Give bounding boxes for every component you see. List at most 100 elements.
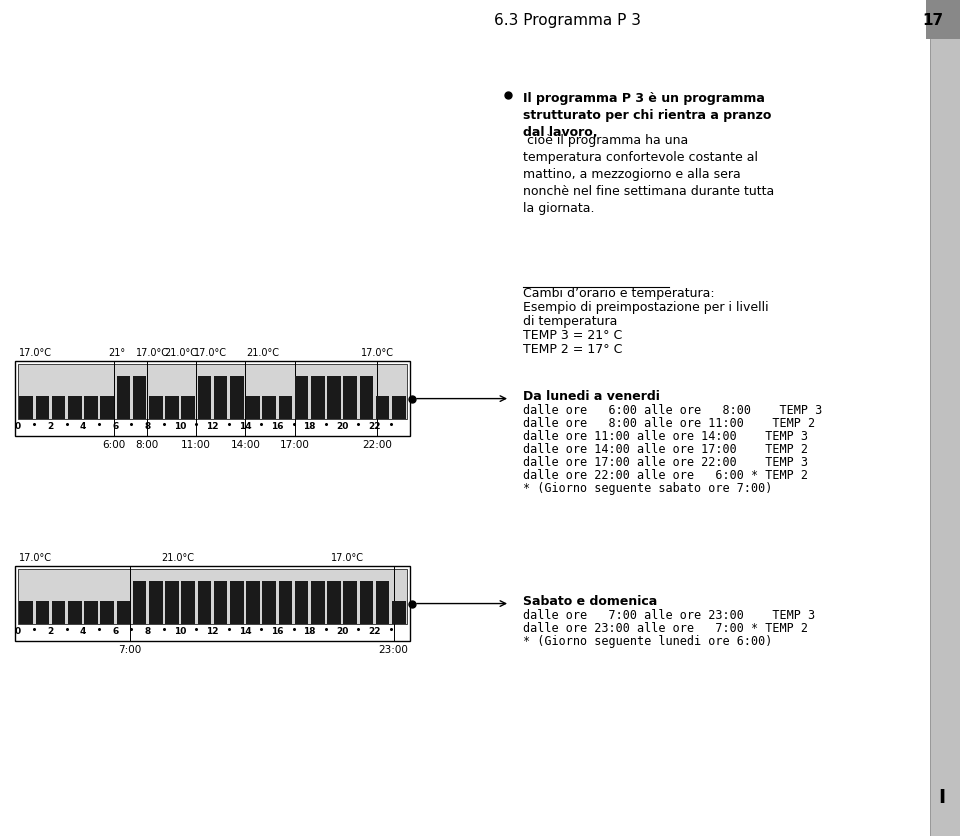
Text: * (Giorno seguente sabato ore 7:00): * (Giorno seguente sabato ore 7:00) xyxy=(523,481,773,494)
Text: dalle ore   6:00 alle ore   8:00    TEMP 3: dalle ore 6:00 alle ore 8:00 TEMP 3 xyxy=(523,403,823,416)
Bar xyxy=(376,582,390,624)
Bar xyxy=(214,582,228,624)
Text: 4: 4 xyxy=(80,626,86,635)
Text: 6: 6 xyxy=(112,421,118,431)
Bar xyxy=(360,582,373,624)
Bar xyxy=(149,396,162,420)
Bar xyxy=(262,396,276,420)
Bar xyxy=(52,396,65,420)
Bar xyxy=(36,396,49,420)
Text: 18: 18 xyxy=(303,626,316,635)
Bar xyxy=(262,582,276,624)
Text: Esempio di preimpostazione per i livelli: Esempio di preimpostazione per i livelli xyxy=(523,301,769,314)
Bar xyxy=(165,582,179,624)
Text: 22:00: 22:00 xyxy=(362,440,392,450)
Text: 21.0°C: 21.0°C xyxy=(161,553,194,563)
Text: 10: 10 xyxy=(174,626,186,635)
Text: 14: 14 xyxy=(239,626,252,635)
Bar xyxy=(392,396,406,420)
Bar xyxy=(101,601,114,624)
Bar xyxy=(19,396,33,420)
Text: 8:00: 8:00 xyxy=(135,440,158,450)
Bar xyxy=(68,396,82,420)
Bar xyxy=(132,377,146,420)
Text: TEMP 2 = 17° C: TEMP 2 = 17° C xyxy=(523,343,622,355)
Text: 17.0°C: 17.0°C xyxy=(19,348,52,358)
Bar xyxy=(327,377,341,420)
Text: cioè il programma ha una
temperatura confortevole costante al
mattino, a mezzogi: cioè il programma ha una temperatura con… xyxy=(523,134,775,215)
Bar xyxy=(198,377,211,420)
Text: 12: 12 xyxy=(206,421,219,431)
Text: 16: 16 xyxy=(271,626,283,635)
Text: 17.0°C: 17.0°C xyxy=(194,348,227,358)
Bar xyxy=(18,364,407,420)
Text: dalle ore 23:00 alle ore   7:00 * TEMP 2: dalle ore 23:00 alle ore 7:00 * TEMP 2 xyxy=(523,621,808,634)
Text: 12: 12 xyxy=(206,626,219,635)
Bar xyxy=(230,377,244,420)
Text: 17.0°C: 17.0°C xyxy=(331,553,364,563)
Bar xyxy=(246,396,260,420)
Text: 8: 8 xyxy=(145,421,151,431)
Text: 2: 2 xyxy=(47,421,54,431)
Text: 8: 8 xyxy=(145,626,151,635)
Text: 17.0°C: 17.0°C xyxy=(361,348,394,358)
Bar xyxy=(101,396,114,420)
Bar xyxy=(930,40,960,836)
Text: dalle ore 14:00 alle ore 17:00    TEMP 2: dalle ore 14:00 alle ore 17:00 TEMP 2 xyxy=(523,442,808,455)
Bar xyxy=(214,377,228,420)
Bar xyxy=(360,377,373,420)
Text: 11:00: 11:00 xyxy=(181,440,211,450)
Text: * (Giorno seguente lunedi ore 6:00): * (Giorno seguente lunedi ore 6:00) xyxy=(523,634,773,647)
Bar xyxy=(295,582,308,624)
Text: TEMP 3 = 21° C: TEMP 3 = 21° C xyxy=(523,329,622,342)
Bar xyxy=(84,601,98,624)
Bar xyxy=(68,601,82,624)
Bar xyxy=(19,601,33,624)
Bar xyxy=(149,582,162,624)
Text: Sabato e domenica: Sabato e domenica xyxy=(523,594,658,607)
Text: 7:00: 7:00 xyxy=(119,645,142,655)
Text: 21.0°C: 21.0°C xyxy=(246,348,279,358)
Text: dalle ore   8:00 alle ore 11:00    TEMP 2: dalle ore 8:00 alle ore 11:00 TEMP 2 xyxy=(523,416,815,429)
Text: dalle ore   7:00 alle ore 23:00    TEMP 3: dalle ore 7:00 alle ore 23:00 TEMP 3 xyxy=(523,608,815,621)
Bar xyxy=(18,569,407,624)
Bar xyxy=(327,582,341,624)
Bar xyxy=(15,362,410,436)
Text: 21°: 21° xyxy=(108,348,125,358)
Bar xyxy=(165,396,179,420)
Text: 2: 2 xyxy=(47,626,54,635)
Bar xyxy=(116,601,131,624)
Text: dalle ore 17:00 alle ore 22:00    TEMP 3: dalle ore 17:00 alle ore 22:00 TEMP 3 xyxy=(523,455,808,468)
Bar xyxy=(230,582,244,624)
Text: 22: 22 xyxy=(369,626,381,635)
Text: dalle ore 11:00 alle ore 14:00    TEMP 3: dalle ore 11:00 alle ore 14:00 TEMP 3 xyxy=(523,429,808,442)
Bar xyxy=(278,582,292,624)
Text: 22: 22 xyxy=(369,421,381,431)
Text: Il programma P 3 è un programma
strutturato per chi rientra a pranzo
dal lavoro,: Il programma P 3 è un programma struttur… xyxy=(523,92,772,139)
Bar xyxy=(344,377,357,420)
Bar xyxy=(116,377,131,420)
Bar xyxy=(198,582,211,624)
Bar xyxy=(376,396,390,420)
Bar xyxy=(132,582,146,624)
Text: dalle ore 22:00 alle ore   6:00 * TEMP 2: dalle ore 22:00 alle ore 6:00 * TEMP 2 xyxy=(523,468,808,481)
Text: 16: 16 xyxy=(271,421,283,431)
Bar xyxy=(52,601,65,624)
Text: Da lunedi a venerdi: Da lunedi a venerdi xyxy=(523,389,660,402)
Text: 6.3 Programma P 3: 6.3 Programma P 3 xyxy=(494,13,641,28)
Text: 0: 0 xyxy=(15,626,21,635)
Text: 6:00: 6:00 xyxy=(102,440,126,450)
Bar xyxy=(246,582,260,624)
Bar xyxy=(392,601,406,624)
Text: 17: 17 xyxy=(923,13,944,28)
Text: 4: 4 xyxy=(80,421,86,431)
Text: 14: 14 xyxy=(239,421,252,431)
Text: 6: 6 xyxy=(112,626,118,635)
Bar xyxy=(181,396,195,420)
Text: 17:00: 17:00 xyxy=(280,440,310,450)
Text: 17.0°C: 17.0°C xyxy=(19,553,52,563)
Bar xyxy=(311,377,324,420)
Bar xyxy=(84,396,98,420)
Text: 0: 0 xyxy=(15,421,21,431)
Text: 14:00: 14:00 xyxy=(230,440,260,450)
